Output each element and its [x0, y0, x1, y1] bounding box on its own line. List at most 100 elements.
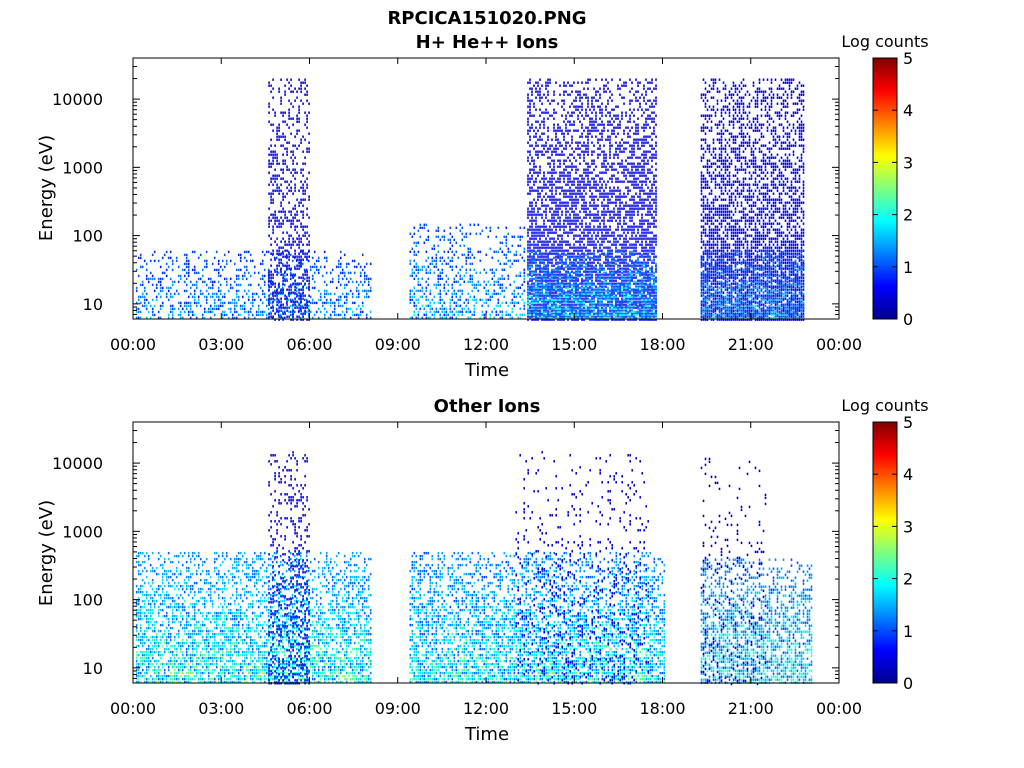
spectrogram-cell: [531, 222, 533, 225]
spectrogram-cell: [607, 246, 609, 249]
spectrogram-cell: [551, 144, 553, 147]
spectrogram-cell: [573, 213, 575, 216]
spectrogram-cell: [457, 271, 460, 274]
spectrogram-cell: [179, 301, 182, 305]
spectrogram-cell: [461, 232, 464, 235]
spectrogram-cell: [631, 150, 633, 153]
spectrogram-cell: [545, 252, 547, 255]
spectrogram-cell: [272, 309, 274, 312]
spectrogram-cell: [601, 114, 603, 117]
spectrogram-cell: [306, 306, 308, 309]
spectrogram-cell: [613, 132, 615, 135]
spectrogram-cell: [300, 258, 302, 261]
spectrogram-cell: [563, 195, 565, 198]
spectrogram-cell: [563, 192, 565, 195]
spectrogram-cell: [249, 307, 252, 311]
spectrogram-cell: [575, 291, 577, 294]
spectrogram-cell: [292, 159, 294, 162]
spectrogram-cell: [557, 129, 559, 132]
spectrogram-cell: [609, 228, 611, 231]
spectrogram-cell: [457, 304, 460, 307]
spectrogram-cell: [359, 313, 362, 317]
spectrogram-cell: [529, 102, 531, 105]
spectrogram-cell: [219, 304, 222, 308]
spectrogram-cell: [193, 313, 196, 317]
spectrogram-cell: [629, 264, 631, 267]
spectrogram-cell: [593, 120, 595, 123]
spectrogram-cell: [649, 114, 651, 117]
spectrogram-cell: [473, 268, 476, 271]
spectrogram-cell: [543, 228, 545, 231]
spectrogram-cell: [223, 310, 226, 314]
spectrogram-cell: [649, 240, 651, 243]
spectrogram-cell: [543, 219, 545, 222]
spectrogram-cell: [633, 297, 635, 300]
spectrogram-cell: [561, 171, 563, 174]
spectrogram-cell: [433, 259, 436, 262]
spectrogram-cell: [341, 277, 344, 281]
spectrogram-cell: [641, 285, 643, 288]
spectrogram-cell: [611, 210, 613, 213]
spectrogram-cell: [419, 223, 422, 226]
spectrogram-cell: [453, 253, 456, 256]
spectrogram-cell: [593, 87, 595, 90]
spectrogram-cell: [615, 213, 617, 216]
spectrogram-cell: [577, 93, 579, 96]
spectrogram-cell: [595, 90, 597, 93]
spectrogram-cell: [625, 234, 627, 237]
spectrogram-cell: [579, 210, 581, 213]
spectrogram-cell: [455, 280, 458, 283]
spectrogram-cell: [292, 168, 294, 171]
spectrogram-cell: [302, 276, 304, 279]
spectrogram-cell: [573, 279, 575, 282]
spectrogram-cell: [443, 301, 446, 304]
spectrogram-cell: [591, 117, 593, 120]
spectrogram-cell: [171, 268, 174, 272]
spectrogram-cell: [615, 195, 617, 198]
spectrogram-cell: [283, 283, 286, 287]
spectrogram-cell: [551, 291, 553, 294]
spectrogram-cell: [621, 111, 623, 114]
spectrogram-cell: [471, 298, 474, 301]
spectrogram-cell: [409, 274, 412, 277]
spectrogram-cell: [591, 120, 593, 123]
spectrogram-cell: [607, 300, 609, 303]
spectrogram-cell: [549, 231, 551, 234]
spectrogram-cell: [191, 250, 194, 254]
spectrogram-cell: [597, 219, 599, 222]
spectrogram-cell: [579, 141, 581, 144]
spectrogram-cell: [288, 141, 290, 144]
spectrogram-cell: [631, 228, 633, 231]
spectrogram-cell: [265, 304, 268, 308]
spectrogram-cell: [443, 307, 446, 310]
spectrogram-cell: [253, 292, 256, 296]
spectrogram-cell: [627, 246, 629, 249]
spectrogram-cell: [209, 286, 212, 290]
spectrogram-cell: [561, 276, 563, 279]
spectrogram-cell: [601, 210, 603, 213]
spectrogram-cell: [591, 129, 593, 132]
spectrogram-cell: [415, 265, 418, 268]
spectrogram-cell: [308, 255, 310, 258]
spectrogram-cell: [255, 313, 258, 317]
spectrogram-cell: [559, 144, 561, 147]
spectrogram-cell: [551, 249, 553, 252]
spectrogram-cell: [527, 123, 529, 126]
spectrogram-cell: [595, 204, 597, 207]
spectrogram-cell: [579, 237, 581, 240]
spectrogram-cell: [300, 282, 302, 285]
spectrogram-cell: [543, 318, 545, 321]
spectrogram-cell: [591, 111, 593, 114]
spectrogram-cell: [561, 114, 563, 117]
spectrogram-cell: [289, 304, 292, 308]
spectrogram-cell: [613, 156, 615, 159]
spectrogram-cell: [645, 150, 647, 153]
spectrogram-cell: [639, 264, 641, 267]
spectrogram-cell: [633, 210, 635, 213]
spectrogram-cell: [276, 183, 278, 186]
spectrogram-cell: [286, 168, 288, 171]
spectrogram-cell: [587, 180, 589, 183]
spectrogram-cell: [306, 237, 308, 240]
spectrogram-cell: [631, 234, 633, 237]
spectrogram-cell: [299, 259, 302, 263]
